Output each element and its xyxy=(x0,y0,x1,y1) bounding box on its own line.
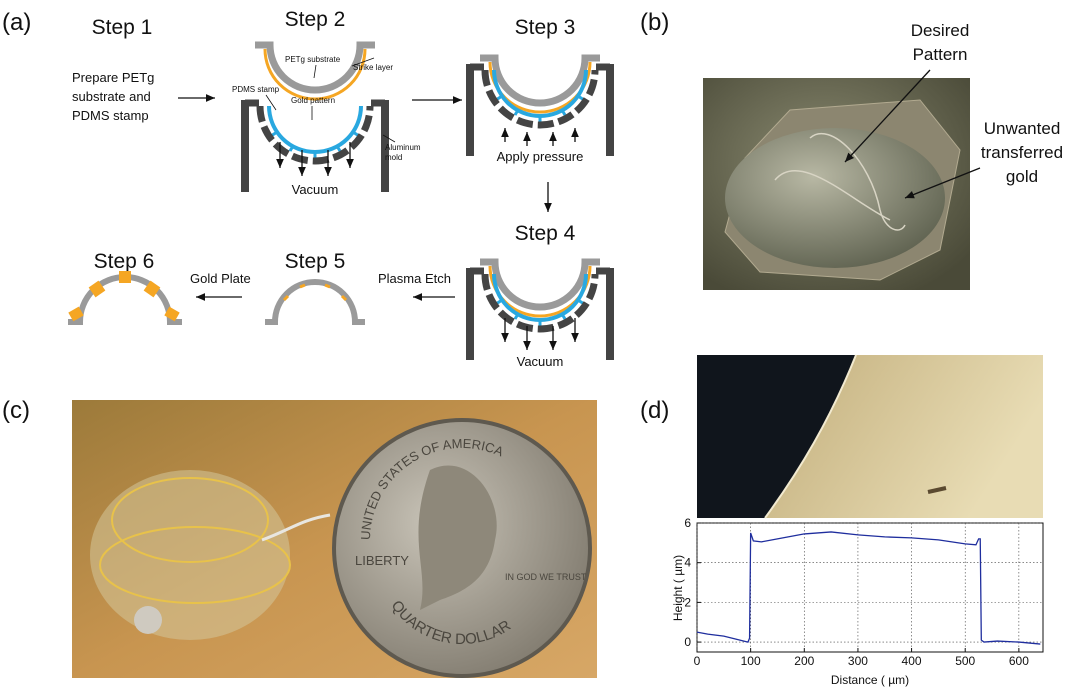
x-tick-label: 400 xyxy=(902,654,922,668)
step-title: Step 5 xyxy=(285,250,346,273)
y-tick-label: 0 xyxy=(684,635,691,649)
label: Gold pattern xyxy=(291,96,335,105)
label: transferred xyxy=(981,143,1063,162)
step-title: Step 2 xyxy=(285,8,346,31)
profile-chart: 0 100 200 300 400 500 600 0 2 4 6 xyxy=(684,516,1043,668)
label: Strike layer xyxy=(353,63,393,72)
x-tick-label: 200 xyxy=(794,654,814,668)
mold xyxy=(466,268,614,360)
label: Vacuum xyxy=(292,182,339,197)
x-tick-label: 100 xyxy=(741,654,761,668)
x-tick-label: 600 xyxy=(1009,654,1029,668)
pointer xyxy=(314,65,316,78)
step-title: Step 1 xyxy=(92,16,153,39)
label: PDMS stamp xyxy=(232,85,280,94)
y-axis-label: Height ( µm) xyxy=(671,555,685,621)
figure: (a) (b) (c) (d) Step 1 Step 2 Step 3 Ste… xyxy=(0,0,1086,688)
y-tick-label: 4 xyxy=(684,556,691,570)
step-text: PDMS stamp xyxy=(72,108,149,123)
photo-b xyxy=(703,78,970,290)
label: Unwanted xyxy=(984,119,1061,138)
label: PETg substrate xyxy=(285,55,341,64)
step-text: Prepare PETg xyxy=(72,70,154,85)
x-tick-label: 0 xyxy=(694,654,701,668)
label: Gold Plate xyxy=(190,271,251,286)
photo-d xyxy=(697,355,1043,518)
dome-etched xyxy=(265,282,365,322)
panel-label: (c) xyxy=(2,397,30,424)
step-text: substrate and xyxy=(72,89,151,104)
coin-text: LIBERTY xyxy=(355,553,409,568)
label: gold xyxy=(1006,167,1038,186)
step-title: Step 6 xyxy=(94,250,155,273)
y-tick-label: 2 xyxy=(684,595,691,609)
label: Vacuum xyxy=(517,354,564,369)
x-tick-label: 500 xyxy=(955,654,975,668)
mold xyxy=(241,100,389,192)
panel-label: (d) xyxy=(640,397,669,424)
step-title: Step 4 xyxy=(515,222,576,245)
plot-area xyxy=(697,523,1043,652)
label: Apply pressure xyxy=(497,149,584,164)
label: Pattern xyxy=(913,45,968,64)
coin-text: IN GOD WE TRUST xyxy=(505,572,587,582)
mold xyxy=(466,64,614,156)
x-tick-label: 300 xyxy=(848,654,868,668)
pressure-arrows xyxy=(505,128,575,146)
label: mold xyxy=(385,153,402,162)
step-title: Step 3 xyxy=(515,16,576,39)
label: Aluminum xyxy=(385,143,421,152)
label: Plasma Etch xyxy=(378,271,451,286)
y-tick-label: 6 xyxy=(684,516,691,530)
photo-c xyxy=(72,400,597,678)
panel-label: (a) xyxy=(2,9,31,36)
panel-label: (b) xyxy=(640,9,669,36)
label: Desired xyxy=(911,21,970,40)
dome-plated xyxy=(68,271,182,322)
x-axis-label: Distance ( µm) xyxy=(831,673,909,687)
